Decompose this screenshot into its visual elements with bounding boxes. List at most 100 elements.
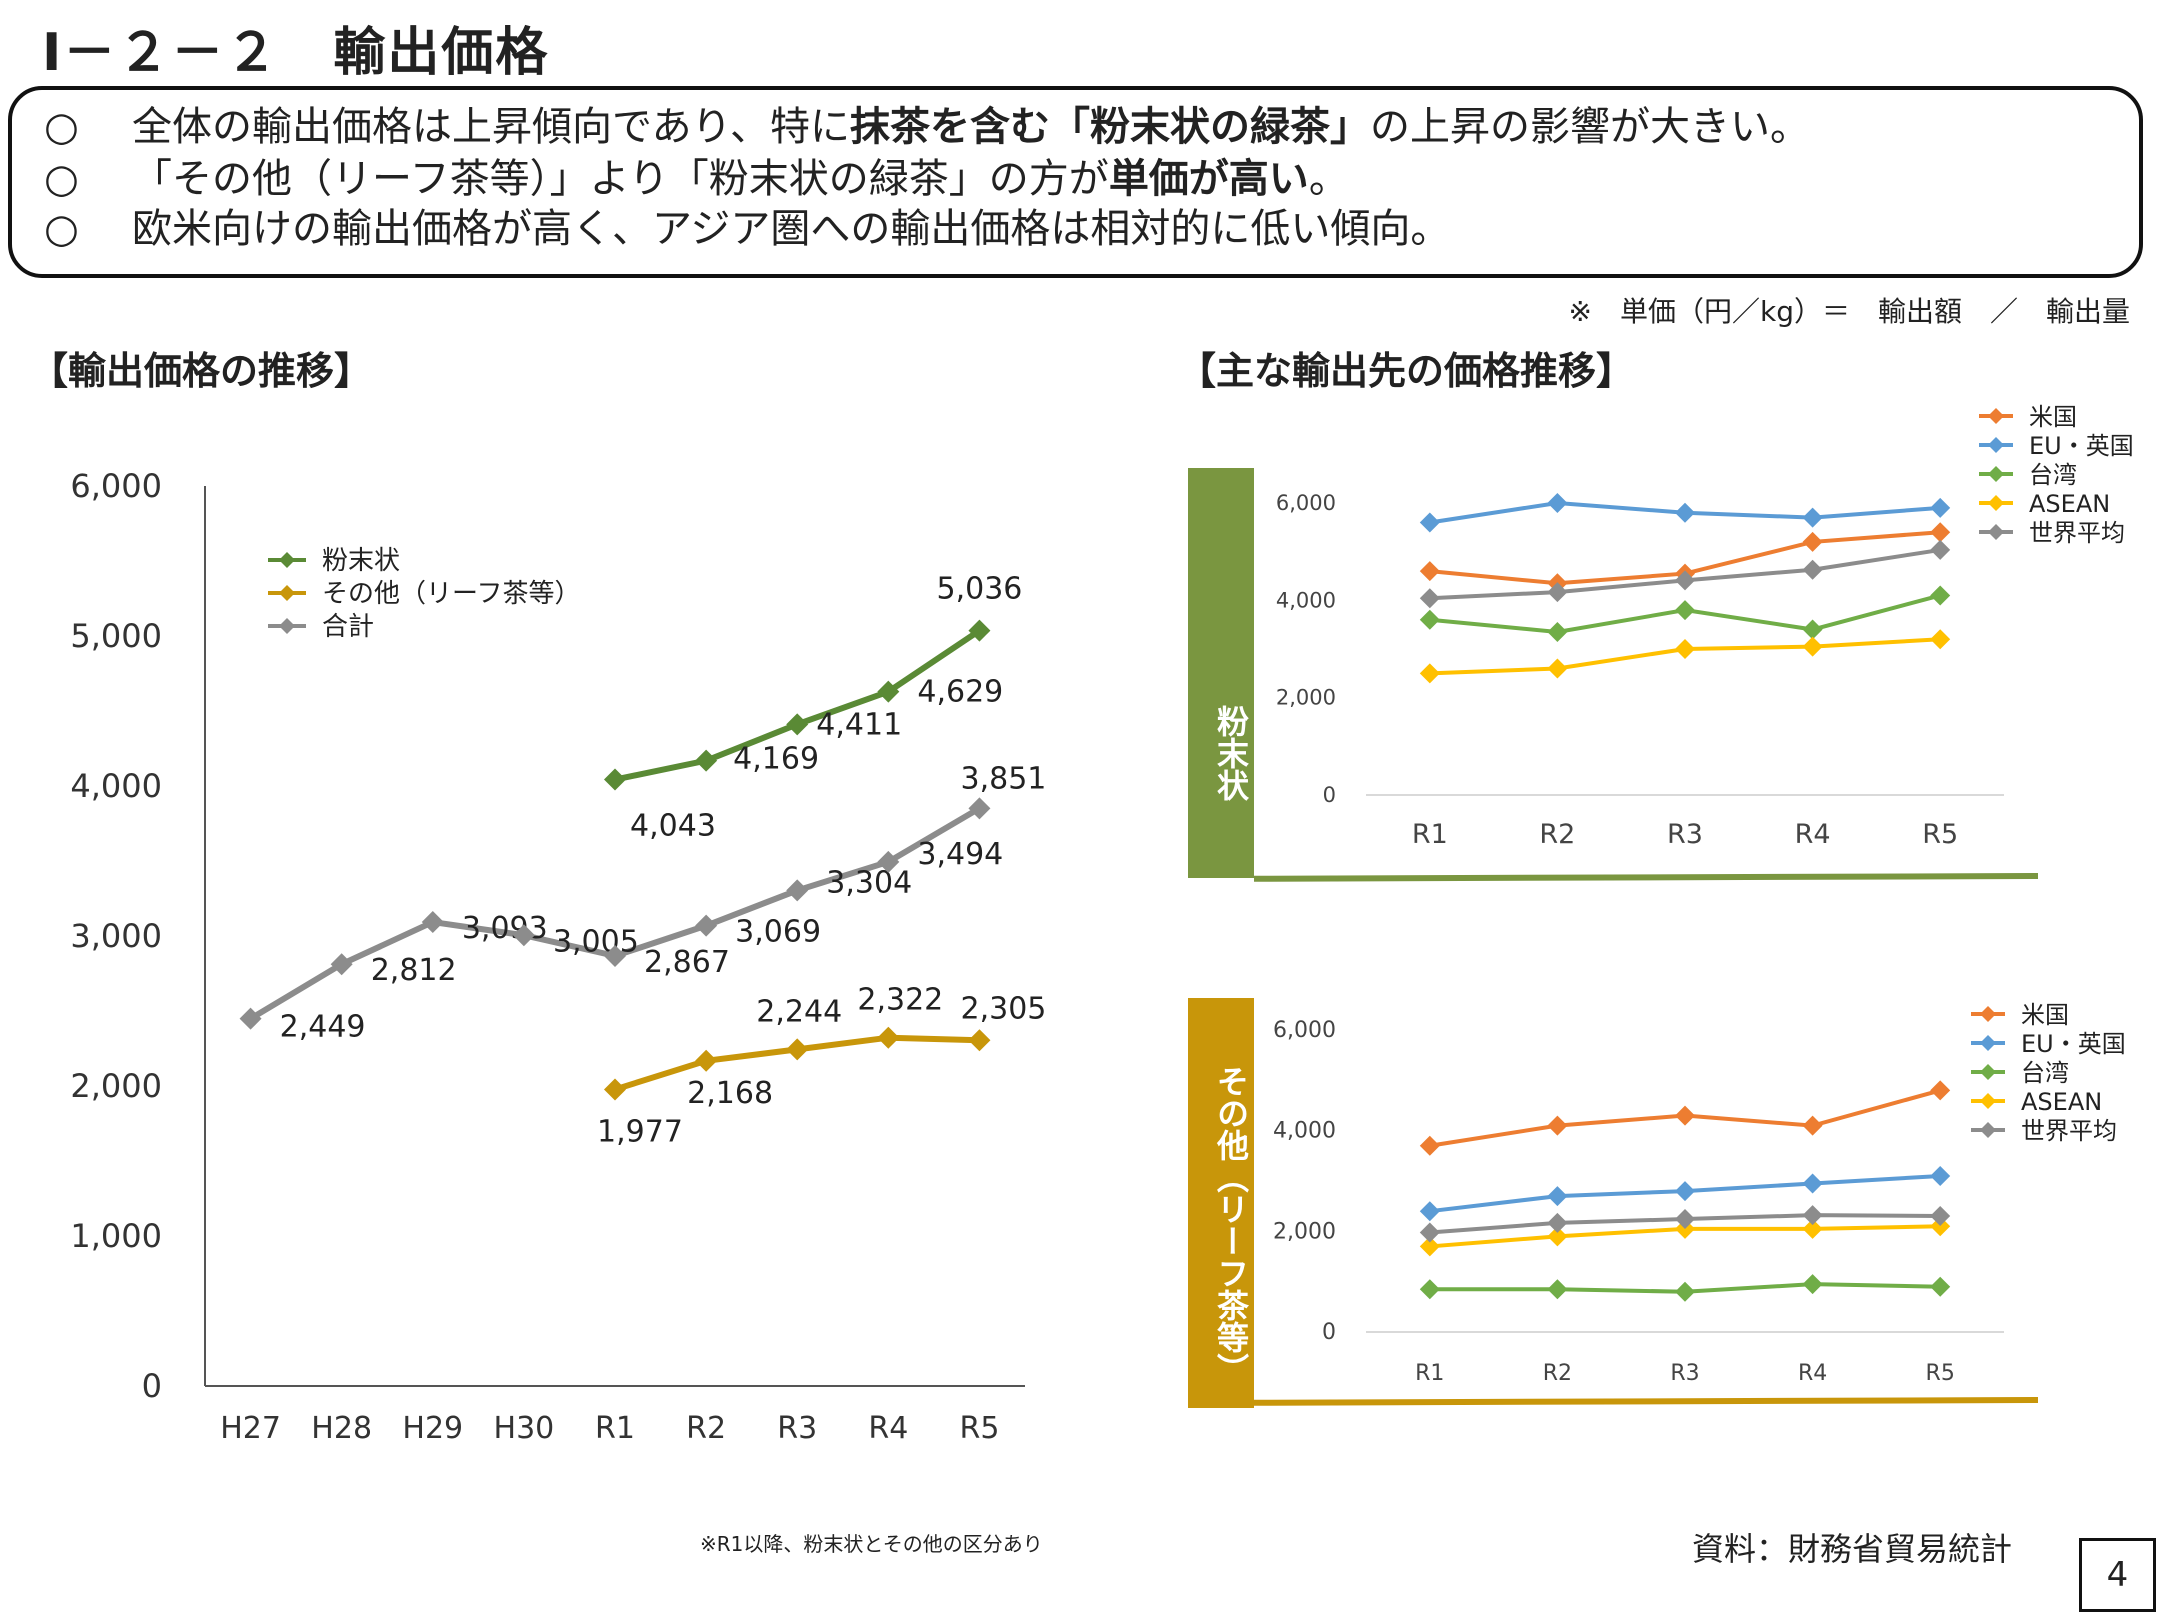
data-point-marker [1419,1279,1440,1300]
bullet-circle-icon: ○ [44,104,79,150]
y-tick-label: 2,000 [1273,1219,1336,1244]
y-tick-label: 4,000 [1276,588,1336,612]
y-tick-label: 4,000 [1273,1119,1336,1144]
x-tick-label: R2 [686,1411,726,1446]
data-point-marker [786,713,809,736]
legend-marker [279,552,295,568]
data-point-marker [1419,1222,1440,1243]
summary-text: 全体の輸出価格は上昇傾向であり、特に [132,104,850,150]
legend-label: EU・英国 [2021,1030,2126,1058]
x-tick-label: H28 [311,1411,372,1446]
data-point-marker [695,749,718,772]
y-tick-label: 1,000 [70,1217,162,1255]
summary-text-bold: 単価が高い [1108,156,1309,202]
legend-label: ASEAN [2021,1088,2102,1116]
data-label: 2,449 [280,1010,366,1045]
y-tick-label: 0 [142,1367,162,1405]
other-destination-chart: 0 2,000 4,000 6,000 R1 R2 R3 R4 R5 米国EU・英国台湾ASEAN… [1254,1001,2126,1406]
data-label: 3,494 [917,837,1003,872]
data-point-marker [1802,636,1823,657]
y-tick-label: 5,000 [70,617,162,655]
x-tick-label: R2 [1539,819,1575,850]
data-point-marker [1419,609,1440,630]
other-panel-label-text: その他（リーフ茶等） [1212,1065,1250,1385]
y-tick-label: 0 [1323,783,1336,807]
data-point-marker [1419,663,1440,684]
data-point-marker [421,911,444,934]
x-tick-label: R4 [868,1411,908,1446]
data-point-marker [877,850,900,873]
bullet-circle-icon: ○ [44,206,79,252]
data-point-marker [1547,1115,1568,1136]
footnote: ※R1以降、粉末状とその他の区分あり [700,1532,1043,1556]
data-point-marker [1930,1276,1951,1297]
data-point-marker [1930,539,1951,560]
data-point-marker [1802,1115,1823,1136]
data-point-marker [1547,1279,1568,1300]
x-tick-label: R5 [1926,1361,1955,1386]
y-tick-label: 3,000 [70,917,162,955]
data-label: 1,977 [597,1114,683,1149]
data-point-marker [1675,502,1695,523]
data-point-marker [1675,1281,1695,1302]
data-label: 4,411 [816,707,902,742]
legend-marker [279,585,295,601]
page-title: Ⅰ－２－２ 輸出価格 [42,23,550,83]
data-point-marker [1419,1201,1440,1222]
summary-text: 「その他（リーフ茶等）」より「粉末状の緑茶」の方が [132,156,1109,202]
data-point-marker [1675,1209,1695,1230]
data-label: 2,305 [960,991,1046,1026]
data-point-marker [1802,507,1823,528]
powder-destination-chart: 0 2,000 4,000 6,000 R1 R2 R3 R4 R5 米国EU・英国台湾ASEAN… [1254,403,2134,882]
summary-box: ○ 全体の輸出価格は上昇傾向であり、特に抹茶を含む「粉末状の緑茶」の上昇の影響が大… [8,86,2143,278]
y-tick-label: 6,000 [1276,491,1336,515]
legend-marker [1988,437,2004,453]
data-point-marker [1930,629,1951,650]
data-point-marker [1930,497,1951,518]
data-point-marker [1547,621,1568,642]
legend-marker [1980,1093,1996,1109]
legend-label: 世界平均 [2029,519,2125,547]
y-tick-label: 2,000 [70,1067,162,1105]
data-point-marker [1419,1236,1440,1257]
x-tick-label: R5 [1922,819,1958,850]
panel-baseline [1254,1397,2038,1406]
data-label: 3,005 [553,924,639,959]
legend-label: 台湾 [2021,1059,2069,1087]
data-label: 2,867 [644,945,730,980]
y-tick-label: 0 [1322,1320,1336,1345]
data-point-marker [1675,639,1695,659]
data-point-marker [1419,1135,1440,1156]
data-point-marker [239,1007,262,1030]
legend-label: その他（リーフ茶等） [322,579,580,609]
data-point-marker [1802,1173,1823,1194]
legend-marker [1980,1064,1996,1080]
panel-baseline [1254,873,2038,882]
data-point-marker [1930,1216,1951,1237]
legend-marker [1988,495,2004,511]
summary-line-1: ○ 全体の輸出価格は上昇傾向であり、特に抹茶を含む「粉末状の緑茶」の上昇の影響が大… [44,102,1810,152]
data-label: 3,093 [462,911,548,946]
left-section-title: 【輸出価格の推移】 [30,349,373,393]
summary-text: 欧米向けの輸出価格が高く、アジア圏への輸出価格は相対的に低い傾向。 [132,206,1451,252]
x-tick-label: R4 [1798,1361,1827,1386]
data-point-marker [1547,658,1568,679]
summary-text: 。 [1308,156,1349,202]
data-point-marker [786,1038,809,1061]
data-point-marker [1802,559,1823,580]
main-price-chart: 0 1,000 2,000 3,000 4,000 5,000 6,000 H27 H28 H29… [70,467,1046,1446]
summary-line-3: ○ 欧米向けの輸出価格が高く、アジア圏への輸出価格は相対的に低い傾向。 [44,204,1450,254]
data-point-marker [330,953,353,976]
data-point-marker [968,1029,991,1052]
legend-label: 世界平均 [2021,1117,2117,1145]
data-point-marker [695,1049,718,1072]
legend-label: 粉末状 [322,546,400,576]
data-point-marker [1930,1080,1951,1101]
x-tick-label: H27 [220,1411,281,1446]
legend-label: 合計 [322,612,374,642]
data-label: 2,244 [756,994,842,1029]
x-tick-label: H29 [402,1411,463,1446]
x-tick-label: R5 [959,1411,999,1446]
summary-text: の上昇の影響が大きい。 [1370,104,1810,150]
x-tick-label: R2 [1543,1361,1572,1386]
